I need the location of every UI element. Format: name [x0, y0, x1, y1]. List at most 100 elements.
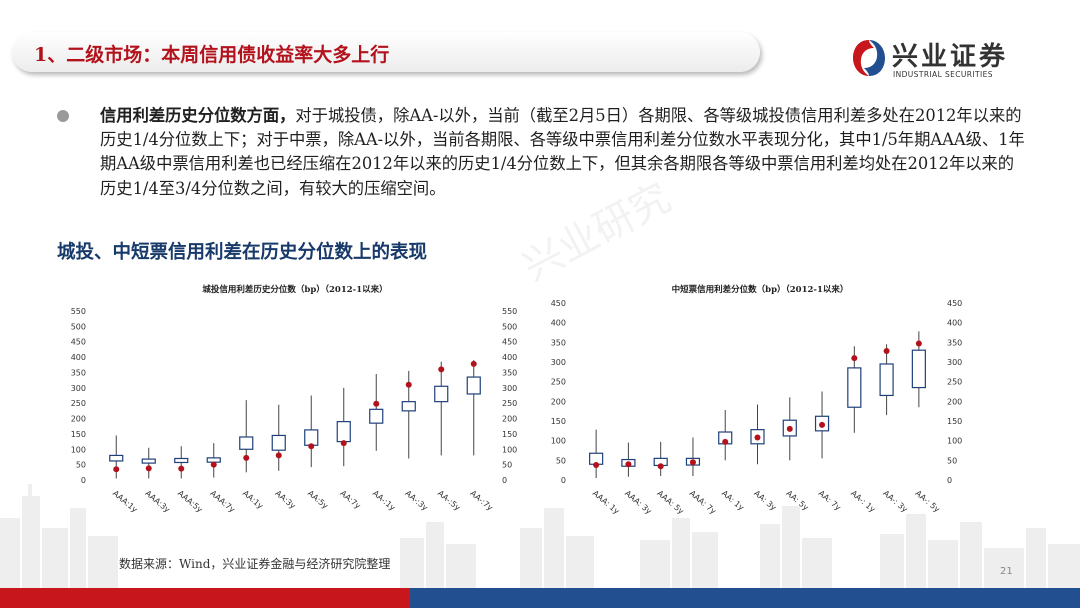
chart-title: 城投信用利差历史分位数（bp）（2012-1以来） [202, 284, 387, 295]
iqr-box [879, 363, 894, 397]
current-value-dot [308, 443, 315, 450]
y-tick-left: 250 [71, 399, 86, 408]
y-tick-left: 150 [71, 430, 86, 439]
current-value-dot [373, 400, 380, 407]
iqr-box [206, 457, 221, 463]
current-value-dot [819, 421, 826, 428]
y-tick-left: 450 [551, 299, 566, 308]
page-title: 1、二级市场：本周信用债收益率大多上行 [34, 44, 390, 66]
iqr-box [401, 401, 416, 412]
bullet-bold-lead: 信用利差历史分位数方面， [100, 106, 296, 125]
y-tick-left: 550 [71, 307, 86, 316]
y-tick-right: 100 [502, 445, 517, 454]
y-tick-right: 400 [502, 353, 517, 362]
y-tick-left: 100 [551, 437, 566, 446]
current-value-dot [210, 461, 217, 468]
strip-red-segment [0, 588, 410, 608]
current-value-dot [405, 381, 412, 388]
y-tick-right: 500 [502, 322, 517, 331]
bullet-body: 对于城投债，除AA-以外，当前（截至2月5日）各期限、各等级城投债信用利差多处在… [100, 106, 1025, 198]
y-tick-left: 150 [551, 417, 566, 426]
y-tick-right: 350 [947, 338, 962, 347]
iqr-box [109, 454, 124, 462]
iqr-box [304, 429, 319, 446]
current-value-dot [722, 438, 729, 445]
iqr-box [336, 421, 351, 443]
current-value-dot [851, 355, 858, 362]
y-tick-left: 350 [551, 338, 566, 347]
y-tick-right: 350 [502, 368, 517, 377]
company-logo: 兴业证券 INDUSTRIAL SECURITIES [852, 36, 1022, 84]
logo-mark-icon [853, 40, 885, 76]
y-tick-left: 450 [71, 338, 86, 347]
y-tick-right: 50 [947, 456, 957, 465]
y-tick-right: 300 [947, 358, 962, 367]
y-tick-left: 50 [76, 461, 86, 470]
bullet-marker [57, 110, 69, 122]
current-value-dot [915, 340, 922, 347]
current-value-dot [754, 434, 761, 441]
current-value-dot [178, 465, 185, 472]
iqr-box [271, 434, 286, 451]
iqr-box [466, 376, 481, 395]
iqr-box [434, 385, 449, 403]
iqr-box [911, 349, 926, 389]
y-tick-left: 250 [551, 378, 566, 387]
iqr-box [174, 457, 189, 464]
current-value-dot [883, 347, 890, 354]
y-tick-left: 200 [71, 415, 86, 424]
strip-blue-segment [410, 588, 1080, 608]
y-tick-right: 250 [502, 399, 517, 408]
bullet-paragraph: 信用利差历史分位数方面，对于城投债，除AA-以外，当前（截至2月5日）各期限、各… [100, 104, 1030, 201]
y-tick-right: 300 [502, 384, 517, 393]
section-heading: 城投、中短票信用利差在历史分位数上的表现 [57, 242, 428, 263]
y-tick-left: 500 [71, 322, 86, 331]
title-bar: 1、二级市场：本周信用债收益率大多上行 [12, 32, 760, 72]
current-value-dot [625, 461, 632, 468]
y-tick-right: 0 [502, 476, 507, 485]
iqr-box [369, 408, 384, 424]
y-tick-left: 350 [71, 368, 86, 377]
y-tick-left: 200 [551, 397, 566, 406]
iqr-box [847, 367, 862, 408]
y-tick-right: 150 [947, 417, 962, 426]
current-value-dot [470, 360, 477, 367]
current-value-dot [275, 452, 282, 459]
logo-chinese-name: 兴业证券 [892, 42, 1009, 72]
iqr-box [239, 436, 254, 450]
current-value-dot [340, 440, 347, 447]
current-value-dot [657, 463, 664, 470]
y-tick-left: 300 [71, 384, 86, 393]
y-tick-right: 100 [947, 437, 962, 446]
y-tick-left: 0 [561, 476, 566, 485]
y-tick-left: 400 [551, 319, 566, 328]
y-tick-right: 450 [947, 299, 962, 308]
y-tick-right: 50 [502, 461, 512, 470]
y-tick-right: 0 [947, 476, 952, 485]
y-tick-left: 100 [71, 445, 86, 454]
y-tick-right: 550 [502, 307, 517, 316]
y-tick-left: 400 [71, 353, 86, 362]
y-tick-right: 200 [502, 415, 517, 424]
y-tick-left: 50 [556, 456, 566, 465]
current-value-dot [593, 462, 600, 469]
logo-english-name: INDUSTRIAL SECURITIES [893, 70, 993, 79]
y-tick-right: 400 [947, 319, 962, 328]
city-skyline-decoration [0, 484, 1080, 588]
y-tick-right: 200 [947, 397, 962, 406]
current-value-dot [438, 366, 445, 373]
y-tick-left: 0 [81, 476, 86, 485]
current-value-dot [689, 459, 696, 466]
current-value-dot [786, 425, 793, 432]
y-tick-right: 150 [502, 430, 517, 439]
current-value-dot [243, 454, 250, 461]
y-tick-left: 300 [551, 358, 566, 367]
iqr-box [141, 458, 156, 464]
bottom-color-strip [0, 588, 1080, 608]
mtn-spread-boxplot: 中短票信用利差分位数（bp）（2012-1以来） 0 0 50 50 100 100 150 1… [551, 284, 963, 516]
y-tick-right: 450 [502, 338, 517, 347]
chart-title: 中短票信用利差分位数（bp）（2012-1以来） [672, 284, 849, 295]
data-source-note: 数据来源：Wind，兴业证券金融与经济研究院整理 [119, 557, 391, 571]
current-value-dot [145, 465, 152, 472]
page-number: 21 [1000, 566, 1013, 577]
